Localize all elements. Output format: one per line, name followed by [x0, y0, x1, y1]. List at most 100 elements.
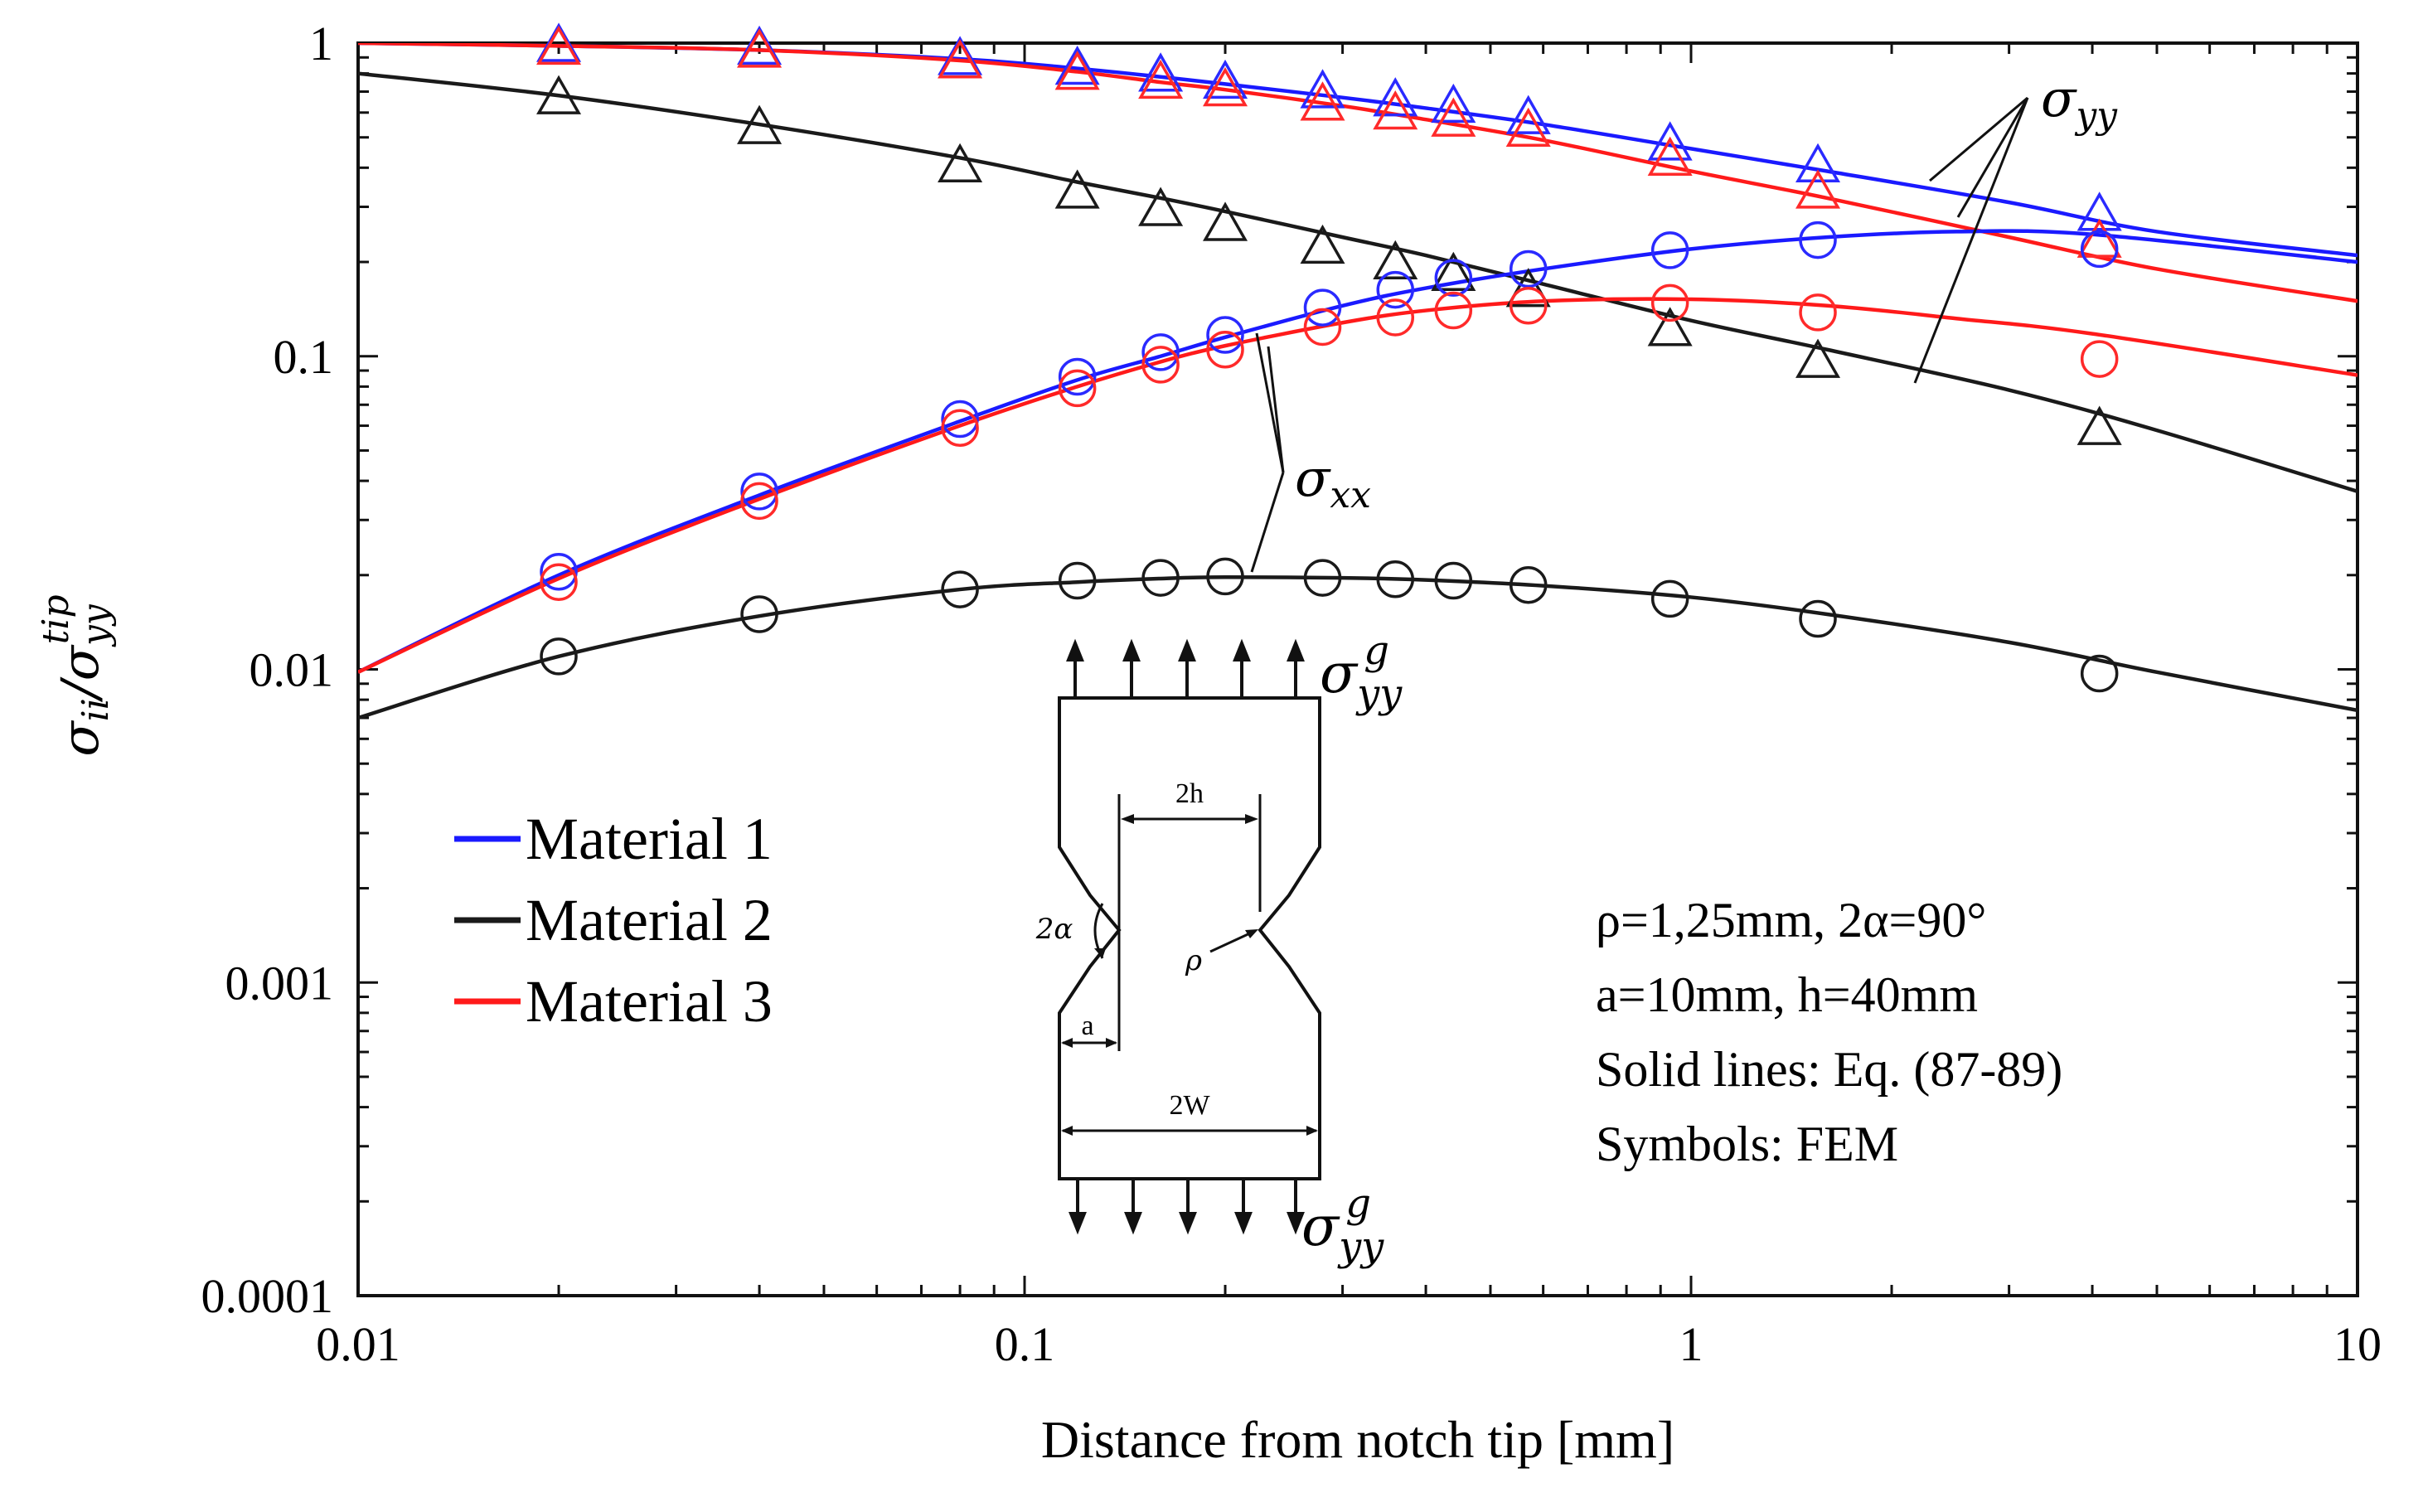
dimension-2w-arrow-left	[1061, 1126, 1073, 1136]
marker-material-1-sigma-yy-fem	[1431, 83, 1476, 124]
gross-stress-label-top: σyyg	[1320, 628, 1403, 717]
y-axis-label-sub-ii: ii	[75, 698, 117, 721]
sigma-yy-leader-3	[1913, 97, 2029, 384]
legend-label-material-2: Material 2	[526, 887, 773, 953]
marker-material-1-sigma-yy-fem	[1505, 94, 1551, 134]
marker-material-1-sigma-xx-fem	[1058, 357, 1097, 396]
dimension-a-label: a	[1081, 1010, 1093, 1041]
dimension-a-arrow-right	[1106, 1038, 1117, 1048]
marker-material-3-sigma-yy-fem	[1373, 90, 1418, 130]
marker-material-3-sigma-yy-fem	[1300, 81, 1345, 121]
marker-material-2-sigma-xx-fem	[1376, 560, 1415, 598]
marker-material-3-sigma-xx-fem	[1141, 346, 1180, 384]
sigma-yy-label-sub: yy	[2074, 94, 2118, 137]
marker-material-2-sigma-yy-fem	[2077, 405, 2122, 445]
marker-material-1-sigma-xx-fem	[1799, 220, 1837, 259]
marker-material-1-sigma-xx-fem	[1509, 250, 1548, 288]
legend: Material 1 Material 2 Material 3	[454, 806, 773, 1035]
gross-stress-label-bottom: σyyg	[1301, 1180, 1384, 1270]
marker-material-2-sigma-yy-fem	[536, 75, 582, 114]
marker-material-3-sigma-xx-fem	[540, 563, 578, 601]
marker-material-2-sigma-yy-fem	[737, 104, 783, 144]
marker-material-2-sigma-xx-fem	[1799, 599, 1837, 638]
x-tick-label: 0.1	[995, 1317, 1055, 1371]
marker-material-2-sigma-yy-fem	[1203, 201, 1248, 241]
y-tick-label: 0.1	[274, 330, 334, 384]
marker-material-2-sigma-yy-fem	[1795, 338, 1841, 378]
marker-material-2-sigma-yy-fem	[1054, 169, 1100, 209]
marker-material-1-sigma-yy-fem	[938, 36, 983, 75]
marker-material-1-sigma-xx-fem	[1434, 259, 1473, 297]
y-axis-label-sub-yy: yy	[75, 603, 117, 647]
marker-material-2-sigma-yy-fem	[1300, 224, 1345, 264]
marker-material-1-sigma-yy-fem	[1795, 143, 1841, 183]
gross-stress-bottom-sub: yy	[1337, 1224, 1384, 1270]
dimension-a-arrow-left	[1061, 1038, 1073, 1048]
marker-material-1-sigma-yy-fem	[1138, 52, 1184, 92]
marker-material-1-sigma-xx-fem	[1141, 333, 1180, 371]
marker-material-2-sigma-xx-fem	[540, 637, 578, 676]
gross-stress-top-sup: g	[1364, 628, 1389, 674]
sigma-xx-annotation: σxx	[1250, 332, 1371, 573]
line-material-2-sigma-yy	[358, 71, 2358, 494]
marker-material-1-sigma-xx-fem	[1650, 231, 1689, 269]
dimension-2w-arrow-right	[1306, 1126, 1318, 1136]
marker-material-3-sigma-yy-fem	[1505, 107, 1551, 147]
parameters-line-2: a=10mm, h=40mm	[1596, 967, 1978, 1022]
specimen-diagram-background	[1046, 630, 1345, 1235]
sigma-xx-label: σ	[1295, 448, 1331, 508]
marker-material-2-sigma-yy-fem	[1431, 251, 1476, 292]
marker-material-3-sigma-yy-fem	[938, 39, 983, 79]
gross-stress-top-sigma: σ	[1320, 642, 1359, 705]
marker-material-3-sigma-yy-fem	[536, 25, 582, 65]
rho-leader-arrow	[1245, 929, 1258, 938]
y-tick-label: 0.0001	[201, 1269, 334, 1323]
y-axis-label-sup-tip: tip	[35, 594, 77, 644]
marker-material-1-sigma-yy-fem	[1300, 69, 1345, 109]
marker-material-3-sigma-yy-fem	[1431, 97, 1476, 137]
y-tick-label: 0.01	[250, 643, 334, 697]
marker-material-3-sigma-xx-fem	[1434, 291, 1473, 330]
series-lines	[358, 43, 2358, 720]
parameters-line-4: Symbols: FEM	[1596, 1117, 1898, 1171]
sigma-xx-leader-3	[1250, 472, 1285, 573]
rho-leader	[1209, 930, 1254, 953]
marker-material-3-sigma-yy-fem	[1795, 169, 1841, 209]
marker-material-1-sigma-xx-fem	[1376, 270, 1415, 309]
marker-material-2-sigma-xx-fem	[1650, 579, 1689, 618]
axis-ticks: 0.01 0.1 1 10 1 0.1 0.01 0.001 0.0001	[201, 17, 2382, 1371]
marker-material-3-sigma-yy-fem	[1138, 59, 1184, 99]
parameters-line-1: ρ=1,25mm, 2α=90°	[1596, 893, 1986, 947]
marker-material-2-sigma-yy-fem	[938, 143, 983, 183]
marker-material-1-sigma-yy-fem	[2077, 191, 2122, 231]
gross-stress-bottom-sup: g	[1345, 1180, 1371, 1227]
sigma-yy-annotation: σyy	[1913, 68, 2118, 384]
marker-material-2-sigma-xx-fem	[1058, 561, 1097, 600]
marker-material-2-sigma-xx-fem	[740, 595, 778, 633]
marker-material-2-sigma-xx-fem	[1303, 559, 1342, 597]
x-tick-label: 10	[2333, 1317, 2382, 1371]
rho-label: ρ	[1185, 944, 1202, 977]
sigma-yy-label: σ	[2041, 68, 2077, 128]
legend-label-material-1: Material 1	[526, 806, 773, 872]
marker-material-1-sigma-xx-fem	[540, 552, 578, 591]
marker-material-1-sigma-xx-fem	[941, 400, 979, 439]
x-axis-label: Distance from notch tip [mm]	[1041, 1410, 1674, 1469]
y-tick-label: 1	[309, 17, 333, 70]
marker-material-3-sigma-xx-fem	[1376, 298, 1415, 337]
marker-material-2-sigma-yy-fem	[1647, 307, 1693, 346]
gross-stress-bottom-sigma: σ	[1301, 1195, 1340, 1258]
marker-material-3-sigma-xx-fem	[2080, 340, 2119, 378]
marker-material-3-sigma-xx-fem	[1058, 369, 1097, 408]
y-axis-label-sigma: σ	[50, 720, 110, 757]
marker-material-2-sigma-xx-fem	[941, 570, 979, 608]
marker-material-3-sigma-yy-fem	[737, 28, 783, 68]
x-tick-label: 1	[1679, 1317, 1703, 1371]
series-markers	[536, 22, 2122, 693]
marker-material-2-sigma-yy-fem	[1373, 240, 1418, 280]
marker-material-3-sigma-yy-fem	[1647, 136, 1693, 177]
y-tick-label: 0.001	[225, 956, 334, 1010]
marker-material-2-sigma-xx-fem	[2080, 654, 2119, 693]
top-load-arrows	[1066, 638, 1305, 698]
